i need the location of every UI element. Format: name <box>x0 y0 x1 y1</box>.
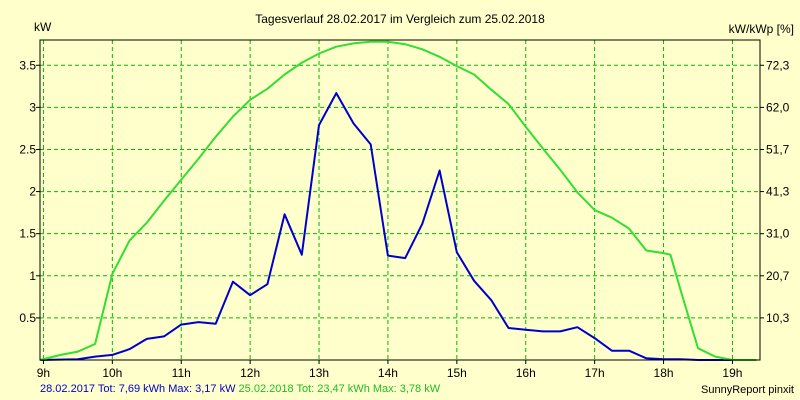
tick-labels: 9h 10h 11h 12h 13h 14h 15h 16h 17h 18h 19h 0.5 10,3 1… <box>19 58 789 380</box>
y-right-unit: kW/kWp [%] <box>728 22 794 36</box>
series-group <box>39 40 757 361</box>
y-left-tick-label: 2 <box>29 185 36 199</box>
x-tick-label: 11h <box>172 366 191 380</box>
y-left-tick-label: 1 <box>29 269 36 283</box>
chart-title: Tagesverlauf 28.02.2017 im Vergleich zum… <box>255 12 545 26</box>
x-tick-label: 10h <box>102 366 122 380</box>
plot-area <box>40 40 760 360</box>
footer-credit: SunnyReport pinxit <box>701 384 794 396</box>
y-right-tick-label: 20,7 <box>766 269 790 283</box>
y-right-tick-label: 62,0 <box>766 100 790 114</box>
y-left-unit: kW <box>34 20 52 34</box>
x-tick-label: 9h <box>37 366 50 380</box>
y-right-tick-label: 41,3 <box>766 185 790 199</box>
x-tick-label: 19h <box>722 366 742 380</box>
series-line-1 <box>39 92 733 361</box>
x-tick-label: 17h <box>585 366 605 380</box>
x-tick-label: 14h <box>378 366 398 380</box>
y-left-tick-label: 0.5 <box>19 311 36 325</box>
y-left-tick-label: 3 <box>29 100 36 114</box>
plot-frame <box>39 39 761 361</box>
y-right-tick-label: 51,7 <box>766 142 790 156</box>
series-line-2 <box>39 40 757 361</box>
y-left-tick-label: 2.5 <box>19 142 36 156</box>
x-tick-label: 13h <box>309 366 329 380</box>
y-right-tick-label: 31,0 <box>766 227 790 241</box>
legend-series-1: 28.02.2017 Tot: 7,69 kWh Max: 3,17 kW <box>40 383 236 395</box>
legend-series-2: 25.02.2018 Tot: 23,47 kWh Max: 3,78 kW <box>238 383 441 395</box>
y-left-tick-label: 3.5 <box>19 58 36 72</box>
y-right-tick-label: 10,3 <box>766 311 790 325</box>
x-tick-label: 15h <box>447 366 467 380</box>
y-left-tick-label: 1.5 <box>19 227 36 241</box>
grid <box>40 40 760 360</box>
x-tick-label: 16h <box>516 366 536 380</box>
x-tick-label: 12h <box>240 366 260 380</box>
footer-legend: 28.02.2017 Tot: 7,69 kWh Max: 3,17 kW 25… <box>40 382 440 396</box>
y-right-tick-label: 72,3 <box>766 58 790 72</box>
x-tick-label: 18h <box>654 366 674 380</box>
